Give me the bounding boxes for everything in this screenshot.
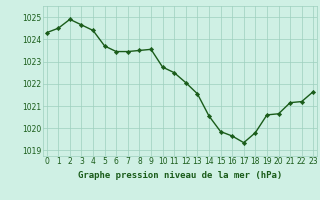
X-axis label: Graphe pression niveau de la mer (hPa): Graphe pression niveau de la mer (hPa) <box>78 171 282 180</box>
